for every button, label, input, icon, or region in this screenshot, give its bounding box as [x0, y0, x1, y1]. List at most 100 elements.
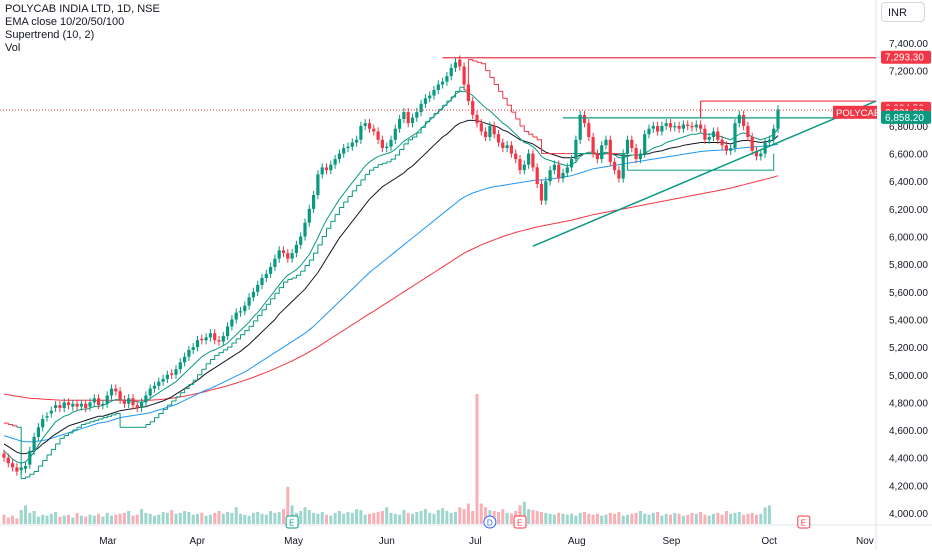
- candle-body: [88, 402, 92, 407]
- candle-body: [552, 164, 556, 171]
- volume-bar: [196, 513, 199, 524]
- candle-body: [668, 123, 673, 128]
- candle-body: [204, 337, 208, 341]
- candle-body: [488, 125, 492, 137]
- candle-body: [617, 170, 621, 179]
- supertrend-segment: [485, 70, 491, 78]
- candle-body: [389, 139, 393, 147]
- candle-body: [703, 128, 707, 140]
- legend-volume[interactable]: Vol: [5, 42, 21, 54]
- volume-bar: [303, 507, 307, 524]
- volume-bar: [174, 513, 178, 524]
- supertrend-segment: [481, 63, 487, 71]
- candle-body: [630, 139, 634, 149]
- volume-bar: [54, 511, 58, 524]
- supertrend-segment: [29, 471, 35, 475]
- volume-bar: [501, 509, 505, 524]
- candle-body: [518, 159, 522, 171]
- volume-bar: [273, 512, 277, 524]
- volume-bar: [127, 511, 131, 524]
- supertrend-segment: [421, 121, 426, 128]
- currency-button[interactable]: INR: [881, 2, 925, 22]
- candle-body: [101, 403, 105, 406]
- volume-bar: [509, 513, 513, 524]
- candle-body: [449, 67, 453, 77]
- supertrend-segment: [507, 104, 512, 113]
- candle-body: [750, 137, 754, 151]
- candle-body: [122, 399, 126, 404]
- supertrend-segment: [51, 443, 57, 450]
- supertrend-segment: [12, 425, 18, 428]
- candle-body: [570, 159, 574, 168]
- volume-bar: [217, 511, 221, 524]
- candle-body: [84, 403, 88, 408]
- candle-body: [471, 101, 475, 115]
- supertrend-segment: [429, 113, 435, 119]
- candle-body: [191, 347, 195, 350]
- volume-bar: [664, 513, 668, 524]
- candle-body: [539, 184, 544, 201]
- supertrend-segment: [8, 424, 14, 426]
- volume-bar: [544, 512, 548, 524]
- volume-bar: [712, 513, 715, 524]
- volume-bar: [359, 510, 363, 524]
- supertrend-segment: [231, 338, 237, 344]
- supertrend-segment: [21, 477, 26, 479]
- supertrend-segment: [446, 96, 452, 102]
- supertrend-segment: [395, 149, 401, 156]
- legend-ema[interactable]: EMA close 10/20/50/100: [5, 16, 125, 28]
- candle-body: [144, 395, 148, 403]
- supertrend-segment: [382, 161, 388, 164]
- volume-bar: [251, 512, 255, 524]
- volume-bar: [234, 507, 238, 524]
- supertrend-segment: [412, 132, 418, 138]
- volume-bar: [290, 505, 294, 524]
- candle-body: [230, 319, 234, 327]
- candle-body: [303, 222, 307, 237]
- volume-bar: [11, 515, 15, 524]
- volume-bar: [759, 513, 763, 524]
- candle-body: [355, 139, 359, 143]
- candle-body: [148, 388, 152, 396]
- candle-body: [316, 174, 320, 196]
- supertrend-segment: [477, 61, 482, 64]
- candle-body: [200, 338, 204, 341]
- supertrend-segment: [266, 298, 272, 305]
- supertrend-segment: [532, 136, 538, 140]
- supertrend-segment: [249, 320, 254, 327]
- volume-bar: [368, 513, 371, 524]
- volume-bar: [101, 516, 105, 524]
- candle-body: [445, 76, 449, 82]
- legend-symbol[interactable]: POLYCAB INDIA LTD, 1D, NSE: [5, 3, 160, 15]
- price-label: 6,858.20: [885, 113, 924, 124]
- candle-body: [410, 117, 415, 124]
- x-tick-label: Oct: [761, 536, 777, 547]
- y-tick-label: 4,600.00: [889, 426, 928, 437]
- candle-body: [686, 124, 690, 126]
- volume-bar: [363, 514, 367, 524]
- volume-bar: [686, 514, 690, 524]
- volume-bar: [28, 512, 32, 524]
- legend-supertrend[interactable]: Supertrend (10, 2): [5, 29, 95, 41]
- symbol-tag-box: [833, 105, 877, 119]
- candle-body: [673, 125, 677, 128]
- candle-body: [423, 98, 427, 104]
- supertrend-segment: [154, 413, 160, 419]
- supertrend-segment: [326, 221, 332, 229]
- candle-body: [290, 253, 294, 259]
- volume-bar: [325, 514, 328, 524]
- candle-body: [165, 374, 169, 379]
- x-tick-label: Apr: [190, 536, 206, 547]
- supertrend-segment: [494, 83, 499, 92]
- volume-bar: [393, 513, 397, 524]
- volume-bar: [398, 514, 402, 524]
- volume-bar: [19, 510, 23, 524]
- supertrend-segment: [438, 105, 444, 110]
- volume-bar: [750, 512, 754, 524]
- volume-bar: [269, 511, 273, 524]
- candle-body: [398, 119, 402, 129]
- candle-body: [729, 148, 733, 151]
- candle-body: [625, 139, 630, 154]
